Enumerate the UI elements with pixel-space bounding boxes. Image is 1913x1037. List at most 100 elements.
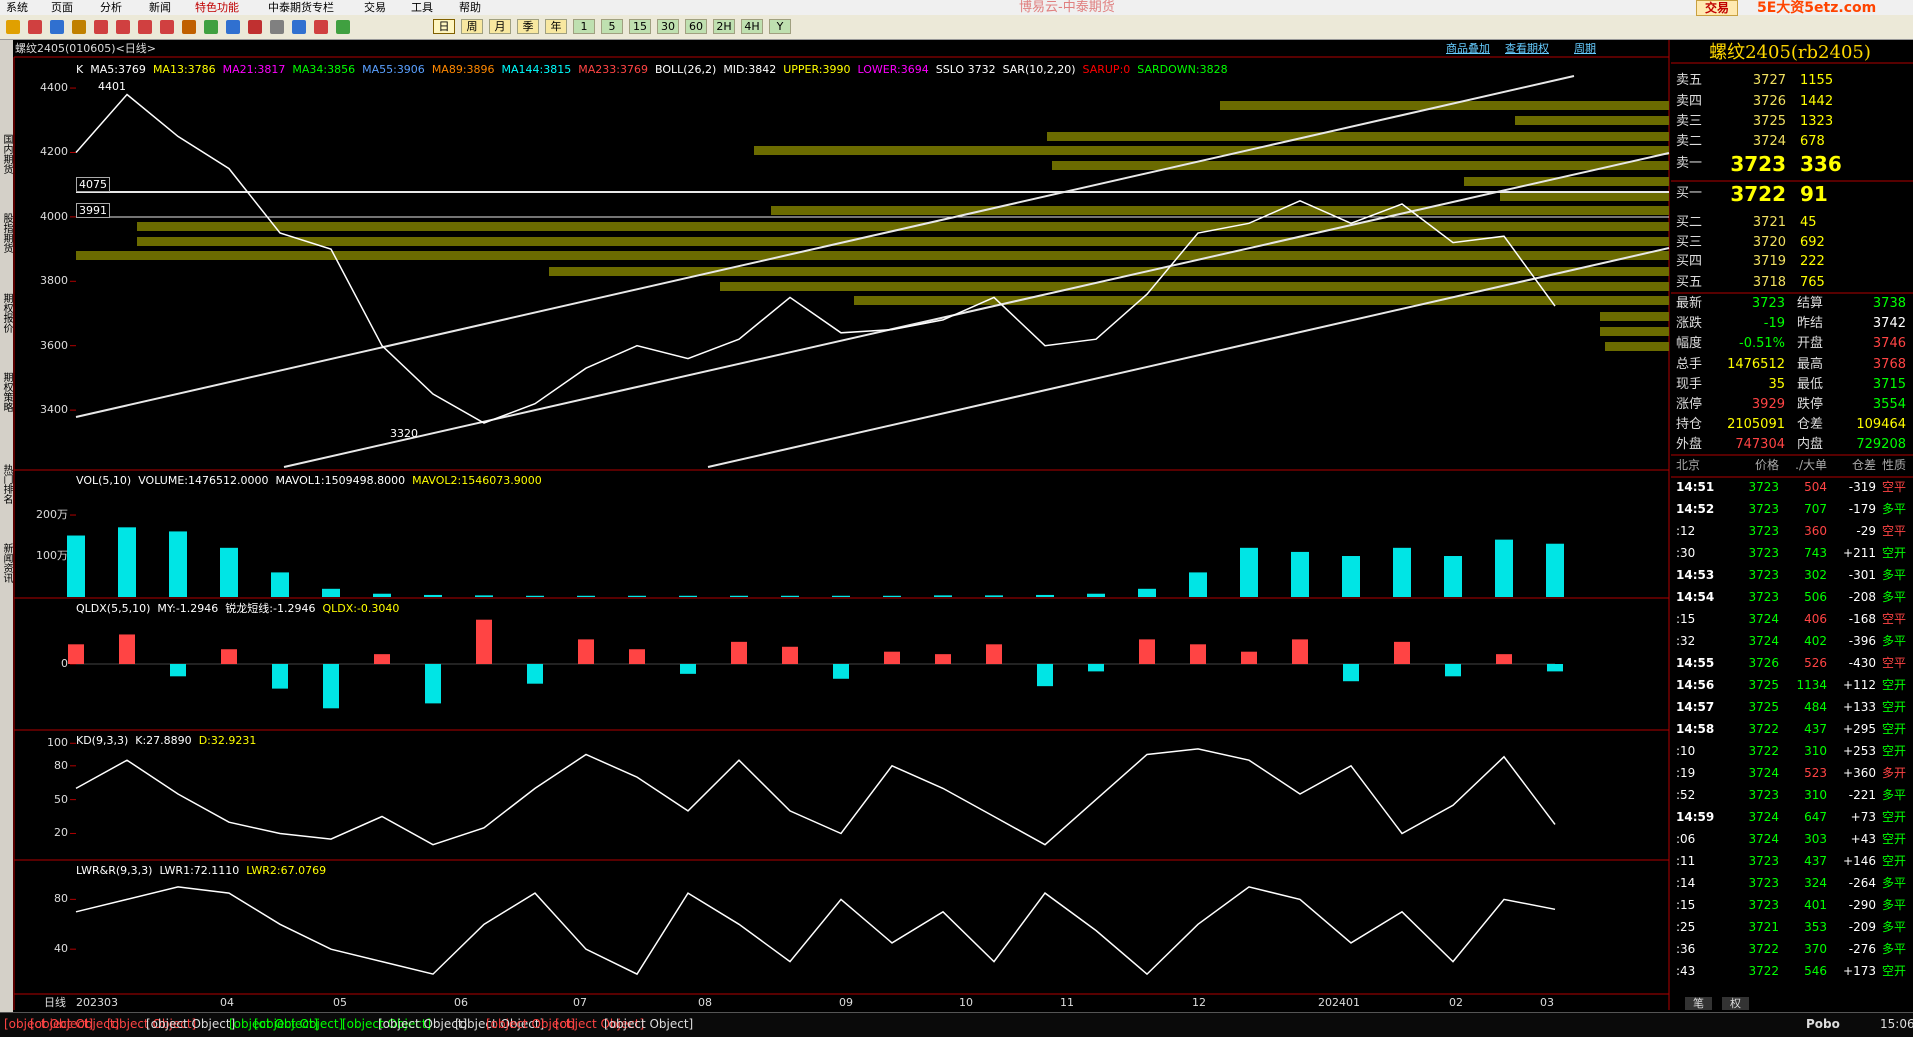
toolbar-icon[interactable] [28, 20, 42, 34]
stat-label: 最新 [1676, 296, 1703, 311]
toolbar-icon[interactable] [138, 20, 152, 34]
book-label: 卖二 [1676, 134, 1703, 149]
menu-item[interactable]: 分析 [100, 1, 122, 14]
toolbar-button[interactable]: 日 [433, 19, 455, 34]
toolbar-icon[interactable] [248, 20, 262, 34]
histogram-bar [1547, 664, 1563, 672]
menu-item[interactable]: 交易 [364, 1, 386, 14]
histogram-bar [323, 664, 339, 709]
histogram-bar [884, 651, 900, 664]
volume-bar [1546, 543, 1564, 597]
trade-button[interactable]: 交易 [1696, 0, 1739, 16]
toolbar-icon[interactable] [116, 20, 130, 34]
menu-item[interactable]: 特色功能 [195, 1, 239, 14]
trade-price: 3723 [1748, 898, 1779, 912]
panel-tab[interactable]: 笔 [1685, 997, 1712, 1010]
x-tick-label: 07 [573, 996, 587, 1009]
toolbar-button[interactable]: 15 [629, 19, 651, 34]
toolbar-icon[interactable] [204, 20, 218, 34]
toolbar-icon[interactable] [292, 20, 306, 34]
trade-oi-change: +173 [1843, 964, 1876, 978]
stat-label: 结算 [1797, 296, 1824, 311]
status-item: [object Object] [604, 1017, 694, 1031]
histogram-bar [578, 639, 594, 664]
sidebar-tab[interactable]: 股指期货 [1, 213, 12, 253]
volume-bar [934, 595, 952, 597]
trade-volume: 526 [1804, 656, 1827, 670]
stat-label: 跌停 [1797, 397, 1824, 412]
toolbar-button[interactable]: 5 [601, 19, 623, 34]
toolbar-icon[interactable] [226, 20, 240, 34]
toolbar-icon[interactable] [160, 20, 174, 34]
indicator-value: UPPER:3990 [783, 63, 851, 76]
toolbar-button[interactable]: 4H [741, 19, 763, 34]
menu-item[interactable]: 工具 [411, 1, 433, 14]
toolbar-button[interactable]: 季 [517, 19, 539, 34]
toolbar-button[interactable]: 60 [685, 19, 707, 34]
toolbar-icon[interactable] [270, 20, 284, 34]
trade-volume: 1134 [1796, 678, 1827, 692]
volume-bar [883, 595, 901, 597]
indicator-value: VOL(5,10) [76, 474, 132, 487]
sidebar-tab[interactable]: 期权报价 [1, 293, 12, 333]
toolbar-icon[interactable] [72, 20, 86, 34]
volume-bar [118, 527, 136, 597]
toolbar-icon[interactable] [6, 20, 20, 34]
book-label: 买一 [1676, 186, 1703, 201]
x-tick-label: 04 [220, 996, 234, 1009]
sidebar-tab[interactable]: 国内期货 [1, 134, 12, 174]
y-tick-label: 3600 [40, 338, 68, 352]
x-tick-label: 02 [1449, 996, 1463, 1009]
sidebar-tab[interactable]: 新闻资讯 [1, 543, 12, 583]
toolbar-button[interactable]: 月 [489, 19, 511, 34]
indicator-value: MA144:3815 [501, 63, 572, 76]
chart-link[interactable]: 商品叠加 [1446, 42, 1490, 55]
menu-item[interactable]: 中泰期货专栏 [268, 1, 334, 14]
toolbar-button[interactable]: 2H [713, 19, 735, 34]
profile-bar [1515, 116, 1669, 125]
status-item: [object Object] [146, 1017, 236, 1031]
toolbar-icon[interactable] [50, 20, 64, 34]
menu-item[interactable]: 系统 [6, 1, 28, 14]
trade-time: :52 [1676, 788, 1696, 802]
trade-price: 3723 [1748, 502, 1779, 516]
stat-label: 内盘 [1797, 437, 1824, 453]
profile-bar [1464, 177, 1669, 186]
volume-bar [781, 595, 799, 597]
toolbar-button[interactable]: Y [769, 19, 791, 34]
chart-link[interactable]: 周期 [1574, 42, 1596, 55]
profile-bar [720, 282, 1669, 291]
trade-price: 3726 [1748, 656, 1779, 670]
sidebar-tab[interactable]: 热门排名 [1, 464, 12, 504]
clock: 15:06 [1880, 1017, 1913, 1031]
trend-line [283, 152, 1670, 468]
menu-item[interactable]: 页面 [51, 1, 73, 14]
menu-item[interactable]: 帮助 [459, 1, 481, 14]
histogram-bar [119, 634, 135, 664]
panel-tab[interactable]: 权 [1722, 997, 1749, 1010]
toolbar-button[interactable]: 年 [545, 19, 567, 34]
trade-nature: 空开 [1882, 546, 1907, 560]
menu-item[interactable]: 新闻 [149, 1, 171, 14]
toolbar-icon[interactable] [314, 20, 328, 34]
book-label: 卖三 [1676, 114, 1703, 129]
toolbar-icon[interactable] [94, 20, 108, 34]
trade-time: 14:55 [1676, 656, 1715, 670]
toolbar-button[interactable]: 1 [573, 19, 595, 34]
toolbar-icon[interactable] [182, 20, 196, 34]
indicator-legend: K MA5:3769 MA13:3786 MA21:3817 MA34:3856 MA55… [76, 63, 1228, 76]
histogram-bar [1241, 651, 1257, 664]
trade-nature: 空开 [1882, 722, 1907, 736]
sidebar-tab[interactable]: 期权策略 [1, 372, 12, 412]
toolbar-button[interactable]: 30 [657, 19, 679, 34]
price-annotation: 4075 [76, 177, 110, 192]
indicator-value: KD(9,3,3) [76, 734, 129, 747]
trade-price: 3723 [1748, 590, 1779, 604]
histogram-bar [221, 649, 237, 664]
toolbar-icon[interactable] [336, 20, 350, 34]
toolbar-button[interactable]: 周 [461, 19, 483, 34]
stat-label: 现手 [1676, 376, 1703, 392]
chart-link[interactable]: 查看期权 [1505, 42, 1549, 55]
trade-time: :11 [1676, 854, 1696, 868]
book-label: 买三 [1676, 235, 1703, 250]
